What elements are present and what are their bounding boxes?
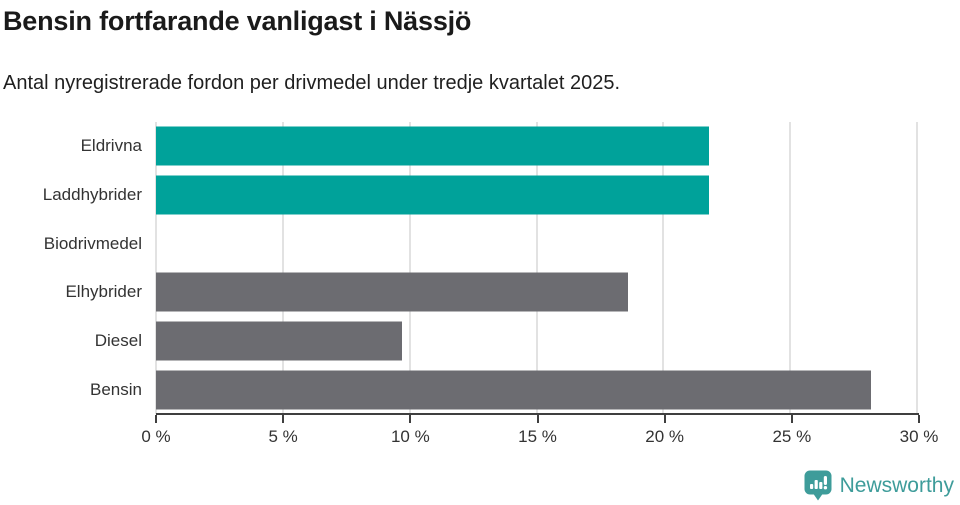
bar-diesel <box>156 321 403 361</box>
axis-tick-label: 0 % <box>141 427 171 446</box>
axis-tick-label: 20 % <box>645 427 685 446</box>
axis-tick <box>663 415 666 423</box>
newsworthy-logo: Newsworthy <box>804 470 954 501</box>
gridline <box>408 122 411 414</box>
chart-title: Bensin fortfarande vanligast i Nässjö <box>3 6 472 36</box>
axis-tick-label: 30 % <box>899 427 939 446</box>
gridline <box>916 122 918 414</box>
category-label-elhybrider: Elhybrider <box>65 282 142 302</box>
chart-row-bensin: Bensin <box>90 365 917 414</box>
bar-elhybrider <box>156 272 628 312</box>
bar-eldrivna <box>156 126 709 166</box>
bar-laddhybrider <box>156 175 709 215</box>
category-label-diesel: Diesel <box>94 330 142 350</box>
category-label-laddhybrider: Laddhybrider <box>42 184 142 204</box>
bar-chart-plot-area: Eldrivna Laddhybrider Biodrivmedel Elhybrid… <box>43 122 918 414</box>
axis-tick <box>282 415 285 423</box>
chart-row-diesel: Diesel <box>95 317 917 366</box>
chart-row-laddhybrider: Laddhybrider <box>43 171 917 220</box>
axis-tick-label: 15 % <box>518 427 557 446</box>
axis-tick-label: 25 % <box>772 427 812 446</box>
chart-subtitle: Antal nyregistrerade fordon per drivmede… <box>3 72 621 94</box>
newsworthy-speech-bubble-bar-chart-icon <box>804 470 832 501</box>
x-axis: 0 % 5 % 10 % 15 % 20 % 25 % 30 % <box>141 413 938 453</box>
axis-tick <box>409 415 412 423</box>
axis-tick-label: 5 % <box>268 427 298 446</box>
chart-row-eldrivna: Eldrivna <box>81 122 917 171</box>
gridline <box>535 122 538 414</box>
bar-bensin <box>156 370 872 410</box>
gridline <box>281 122 284 414</box>
axis-tick <box>790 415 793 423</box>
axis-tick-label: 10 % <box>390 427 430 446</box>
category-label-biodrivmedel: Biodrivmedel <box>43 233 142 253</box>
gridline <box>662 122 665 414</box>
category-label-bensin: Bensin <box>90 379 142 399</box>
chart-row-biodrivmedel: Biodrivmedel <box>44 219 917 268</box>
category-label-eldrivna: Eldrivna <box>80 136 142 156</box>
axis-tick <box>918 415 920 423</box>
gridline <box>155 122 157 414</box>
axis-tick <box>536 415 539 423</box>
gridline <box>789 122 792 414</box>
chart-row-elhybrider: Elhybrider <box>65 268 917 317</box>
newsworthy-wordmark: Newsworthy <box>839 473 954 497</box>
axis-tick <box>155 415 157 423</box>
